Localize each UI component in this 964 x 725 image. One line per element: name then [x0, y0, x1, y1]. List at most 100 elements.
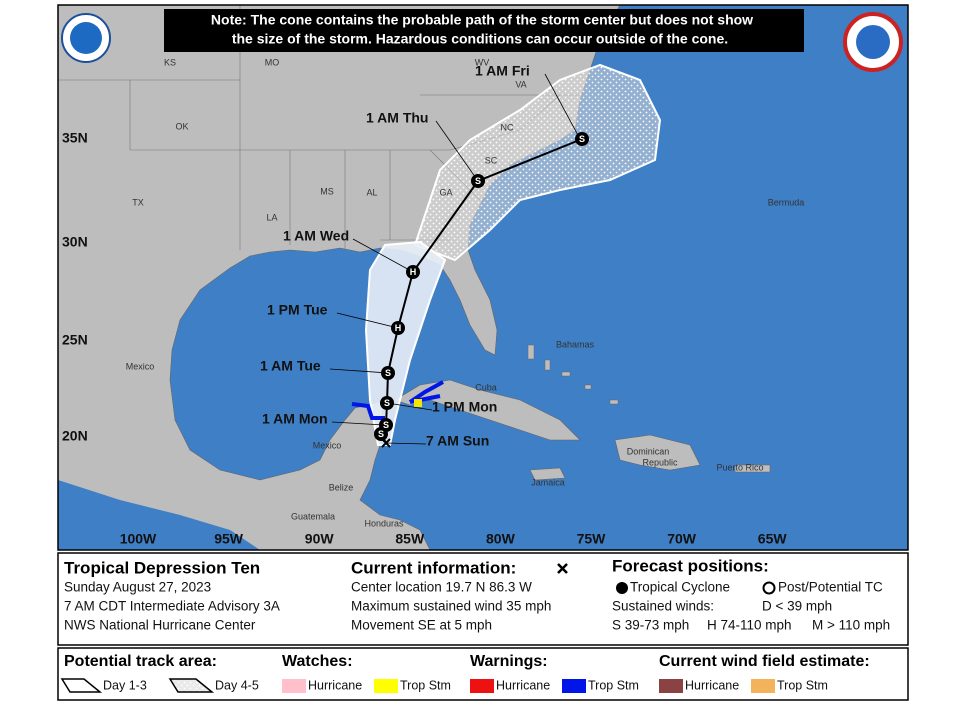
latitude-label: 30N [62, 234, 88, 250]
region-label: SC [485, 155, 498, 165]
swatch [470, 679, 494, 693]
legend-text: Hurricane [308, 678, 362, 692]
note-line: the size of the storm. Hazardous conditi… [232, 31, 728, 47]
swatch [562, 679, 586, 693]
longitude-label: 95W [214, 531, 244, 547]
info-panel [57, 552, 909, 646]
longitude-label: 70W [667, 531, 697, 547]
longitude-label: 75W [577, 531, 607, 547]
region-label: Puerto Rico [716, 462, 763, 472]
legend-text: M > 110 mph [812, 618, 890, 633]
label-leader [352, 238, 414, 273]
ptc-icon [762, 581, 776, 595]
current-line: Movement SE at 5 mph [351, 618, 492, 633]
region-label: KS [164, 57, 176, 67]
region-label: Mexico [126, 361, 155, 371]
tc-icon [616, 582, 628, 594]
forecast-point [381, 366, 395, 380]
advisory-line: Sunday August 27, 2023 [64, 580, 211, 595]
forecast-point [374, 427, 388, 441]
current-line: Maximum sustained wind 35 mph [351, 599, 551, 614]
legend-text: H 74-110 mph [707, 618, 792, 633]
region-label: AL [366, 187, 377, 197]
forecast-symbol: S [385, 368, 391, 378]
forecast-label: 1 AM Tue [260, 358, 321, 374]
region-label: TX [132, 197, 144, 207]
forecast-point [391, 321, 405, 335]
map-frame [57, 4, 909, 551]
day13-icon [60, 678, 103, 693]
forecast-symbol: S [475, 176, 481, 186]
forecast-point [406, 265, 420, 279]
swatch [374, 679, 398, 693]
day45-icon [168, 678, 215, 693]
label-leader [336, 312, 399, 329]
region-label: MS [320, 186, 334, 196]
jamaica [529, 467, 566, 481]
legend-text: D < 39 mph [762, 599, 832, 614]
forecast-symbol: H [410, 267, 417, 277]
advisory-line: 7 AM CDT Intermediate Advisory 3A [64, 599, 280, 614]
region-label: Guatemala [291, 511, 335, 521]
longitude-label: 85W [395, 531, 425, 547]
forecast-label: 1 AM Wed [283, 228, 349, 244]
legend-text: Day 1-3 [103, 678, 147, 692]
legend-text: Trop Stm [400, 678, 451, 692]
label-leader [329, 368, 389, 374]
legend-text: Post/Potential TC [778, 580, 883, 595]
hispaniola [614, 434, 701, 471]
legend-text: Hurricane [496, 678, 550, 692]
region-label: NC [501, 122, 514, 132]
region-label: Honduras [364, 518, 404, 528]
region-label: Jamaica [531, 477, 565, 487]
region-label: Cuba [475, 382, 497, 392]
label-leader [386, 402, 433, 411]
legend-title: Warnings: [470, 653, 548, 670]
forecast-label: 1 PM Mon [432, 399, 497, 415]
legend-text: Day 4-5 [215, 678, 259, 692]
latitude-label: 25N [62, 332, 88, 348]
noaa-logo [61, 13, 111, 63]
region-label: LA [266, 212, 277, 222]
region-label: Belize [329, 482, 354, 492]
legend-text: Sustained winds: [612, 599, 714, 614]
legend-text: Tropical Cyclone [630, 580, 730, 595]
label-leader [544, 73, 581, 140]
latitude-label: 35N [62, 130, 88, 146]
region-label: WV [475, 57, 490, 67]
legend-text: S 39-73 mph [612, 618, 689, 633]
swatch [751, 679, 775, 693]
forecast-point [380, 396, 394, 410]
swatch [659, 679, 683, 693]
forecast-symbol: S [384, 398, 390, 408]
cone-day-4-5 [413, 63, 662, 262]
forecast-point [575, 132, 589, 146]
legend-title: Current wind field estimate: [659, 653, 870, 670]
forecast-point [471, 174, 485, 188]
region-label: GA [439, 187, 452, 197]
region-label: Bermuda [768, 197, 805, 207]
longitude-label: 80W [486, 531, 516, 547]
forecast-symbol: S [378, 429, 384, 439]
current-title: Current information: [351, 558, 516, 577]
cuba [394, 379, 581, 441]
region-label: Mexico [313, 440, 342, 450]
latitude-label: 20N [62, 428, 88, 444]
forecast-label: 1 AM Fri [475, 63, 530, 79]
longitude-label: 100W [120, 531, 157, 547]
legend-text: Trop Stm [588, 678, 639, 692]
current-position [381, 438, 391, 448]
longitude-label: 65W [758, 531, 788, 547]
note-line: Note: The cone contains the probable pat… [211, 12, 753, 28]
puerto-rico [734, 464, 771, 473]
forecast-label: 1 AM Mon [262, 411, 328, 427]
forecast-symbol: S [579, 134, 585, 144]
forecast-label: 1 PM Tue [267, 302, 328, 318]
label-leader [385, 442, 427, 445]
storm-name: Tropical Depression Ten [64, 558, 260, 577]
forecast-label: 1 AM Thu [366, 110, 428, 126]
region-label: MO [265, 57, 280, 67]
region-label: Bahamas [556, 339, 595, 349]
region-label: Dominican [627, 446, 670, 456]
forecast-symbol: H [395, 323, 402, 333]
